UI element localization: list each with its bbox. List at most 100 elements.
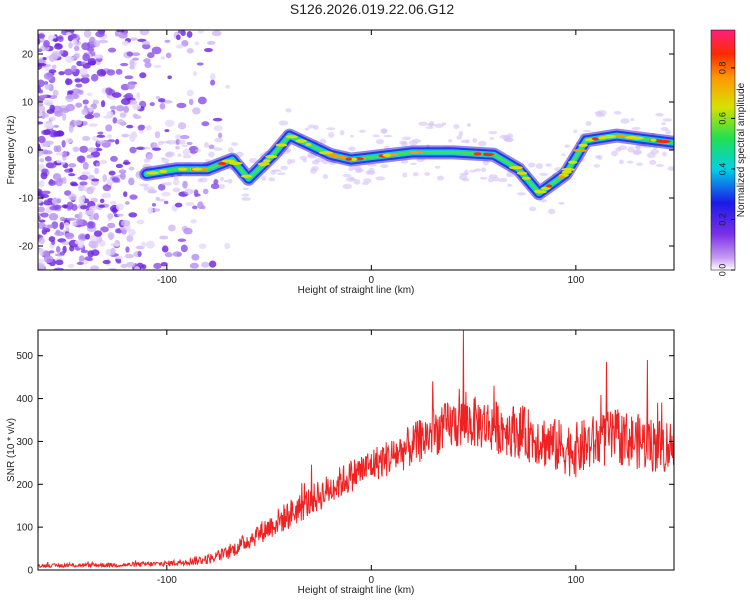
spectrogram-noise-blob	[48, 69, 57, 74]
spectrogram-noise-blob	[82, 99, 89, 105]
spectrogram-speckle	[436, 175, 445, 181]
spectrogram-speckle	[228, 147, 234, 153]
spectrogram-peak	[509, 165, 523, 170]
spectrogram-noise-blob	[59, 221, 64, 230]
spectrogram-peak	[259, 163, 267, 167]
spectrogram-noise-blob	[68, 173, 76, 177]
spectrogram-noise-blob	[125, 246, 130, 253]
spectrogram-peak	[630, 136, 644, 140]
spectrogram-noise-blob	[48, 54, 56, 62]
spectrogram-noise-blob	[52, 38, 59, 42]
spectrogram-noise-blob	[66, 201, 74, 210]
spectrogram-speckle	[593, 164, 600, 168]
spectrogram-noise-blob	[114, 255, 123, 260]
spectrogram-speckle	[143, 146, 151, 150]
spectrogram-speckle	[548, 208, 556, 215]
spectrogram-noise-blob	[43, 81, 49, 85]
spectrogram-noise-blob	[186, 141, 193, 146]
spectrogram-speckle	[311, 159, 320, 165]
spectrogram-noise-blob	[152, 147, 162, 151]
spectrogram-noise-blob	[155, 95, 161, 100]
spectrogram-speckle	[242, 187, 249, 191]
spectrogram-noise-blob	[191, 253, 200, 261]
spectrogram-noise-blob	[40, 171, 48, 180]
spectrogram-noise-blob	[56, 198, 62, 204]
spectrogram-noise-blob	[87, 57, 97, 66]
spectrogram-noise-blob	[74, 119, 82, 126]
spectrogram-noise-blob	[161, 191, 171, 197]
spectrogram-noise-blob	[38, 206, 45, 213]
spectrogram-speckle	[285, 108, 292, 113]
spectrogram-noise-blob	[112, 117, 118, 124]
spectrogram-speckle	[276, 172, 286, 175]
spectrogram-speckle	[539, 172, 549, 176]
spectrogram-noise-blob	[85, 233, 91, 240]
spectrogram-noise-blob	[51, 221, 59, 229]
spectrogram-speckle	[152, 144, 160, 148]
spectrogram-noise-blob	[40, 212, 49, 218]
spectrogram-noise-blob	[136, 146, 146, 150]
spectrogram-speckle	[460, 139, 469, 144]
spectrogram-peak	[191, 167, 203, 171]
spectrogram-noise-blob	[53, 124, 60, 128]
spectrogram-speckle	[516, 192, 527, 196]
spectrogram-speckle	[472, 137, 478, 143]
spectrogram-noise-blob	[38, 180, 45, 188]
spectrogram-noise-blob	[118, 32, 128, 39]
spectrogram-speckle	[164, 182, 173, 186]
spectrogram-speckle	[349, 177, 355, 182]
spectrogram-noise-blob	[43, 39, 50, 48]
spectrogram-noise-blob	[110, 200, 117, 206]
spectrogram-noise-blob	[88, 106, 94, 113]
spectrogram-noise-blob	[116, 203, 124, 211]
spectrogram-speckle	[322, 174, 328, 180]
spectrogram-noise-blob	[88, 206, 94, 212]
spectrogram-noise-blob	[101, 142, 111, 148]
spectrogram-noise-blob	[102, 174, 108, 183]
spectrogram-speckle	[268, 177, 276, 182]
spectrogram-speckle	[326, 127, 336, 131]
spectrogram-noise-blob	[98, 204, 105, 208]
spectrogram-noise-blob	[188, 145, 199, 154]
spectrogram-speckle	[306, 154, 317, 159]
spectrogram-noise-blob	[119, 227, 126, 231]
spectrogram-speckle	[241, 196, 251, 201]
spectrogram-noise-blob	[92, 135, 99, 142]
spectrogram-speckle	[655, 112, 664, 117]
spectrogram-x-tick-label: 100	[567, 275, 584, 286]
spectrogram-speckle	[353, 178, 361, 185]
spectrogram-y-tick-label: -10	[19, 194, 34, 205]
spectrogram-noise-blob	[118, 169, 127, 174]
spectrogram-speckle	[434, 165, 441, 169]
spectrogram-speckle	[627, 160, 634, 164]
spectrogram-noise-blob	[54, 110, 63, 117]
spectrogram-noise-blob	[124, 75, 134, 80]
spectrogram-noise-blob	[68, 42, 73, 49]
spectrogram-speckle	[375, 139, 385, 145]
spectrogram-speckle	[667, 166, 674, 171]
spectrogram-speckle	[631, 126, 641, 131]
spectrogram-noise-blob	[77, 240, 84, 249]
spectrogram-noise-blob	[86, 186, 94, 195]
spectrogram-noise-blob	[128, 228, 136, 237]
spectrogram-noise-blob	[115, 68, 123, 75]
spectrogram-speckle	[507, 183, 513, 187]
colorbar-tick-label: 0.6	[717, 112, 727, 125]
spectrogram-noise-blob	[161, 245, 169, 253]
spectrogram-speckle	[372, 134, 380, 138]
spectrogram-noise-blob	[202, 188, 209, 195]
spectrogram-noise-blob	[82, 136, 91, 141]
spectrogram-noise-blob	[75, 102, 83, 108]
snr-y-tick-label: 200	[16, 480, 33, 491]
spectrogram-speckle	[503, 138, 513, 142]
spectrogram-noise-blob	[151, 46, 162, 55]
spectrogram-noise-blob	[90, 73, 99, 82]
spectrogram-speckle	[610, 150, 619, 157]
spectrogram-noise-blob	[59, 50, 64, 55]
spectrogram-speckle	[636, 162, 643, 166]
spectrogram-peak	[217, 162, 227, 166]
spectrogram-peak	[482, 152, 495, 157]
spectrogram-noise-blob	[146, 125, 152, 131]
spectrogram-noise-blob	[115, 138, 120, 145]
